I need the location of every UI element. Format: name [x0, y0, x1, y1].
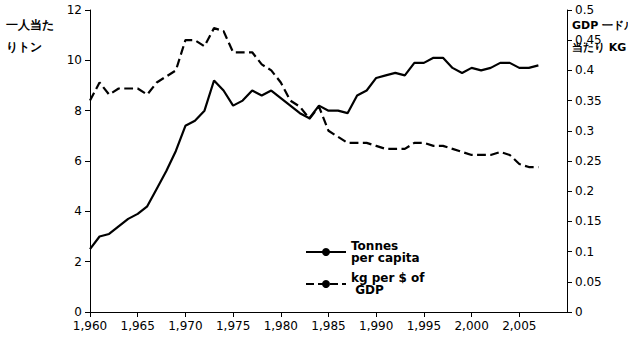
svg-text:2,000: 2,000 [454, 319, 488, 333]
svg-text:0.05: 0.05 [575, 275, 602, 289]
svg-text:0.3: 0.3 [575, 124, 594, 138]
svg-text:8: 8 [74, 104, 82, 118]
svg-text:0.25: 0.25 [575, 154, 602, 168]
svg-text:1,975: 1,975 [216, 319, 250, 333]
svg-text:kg per $ of: kg per $ of [351, 271, 425, 285]
svg-text:GDP 一ドル: GDP 一ドル [572, 19, 628, 32]
svg-text:per capita: per capita [351, 251, 420, 265]
svg-text:12: 12 [67, 3, 82, 17]
svg-text:りトン: りトン [6, 40, 42, 54]
svg-text:GDP: GDP [351, 283, 384, 297]
svg-text:0.15: 0.15 [575, 214, 602, 228]
svg-text:0.2: 0.2 [575, 184, 594, 198]
svg-text:0: 0 [74, 305, 82, 319]
svg-text:0.45: 0.45 [575, 33, 602, 47]
svg-text:Tonnes: Tonnes [351, 239, 403, 253]
svg-text:一人当た: 一人当た [6, 18, 54, 32]
svg-text:2: 2 [74, 255, 82, 269]
svg-text:1,995: 1,995 [407, 319, 441, 333]
svg-text:1,980: 1,980 [264, 319, 298, 333]
svg-text:0.4: 0.4 [575, 63, 594, 77]
svg-text:0.1: 0.1 [575, 245, 594, 259]
svg-text:1,985: 1,985 [311, 319, 345, 333]
svg-text:10: 10 [67, 53, 82, 67]
svg-text:2,005: 2,005 [502, 319, 536, 333]
svg-text:1,970: 1,970 [168, 319, 202, 333]
svg-text:0: 0 [575, 305, 583, 319]
svg-text:0.35: 0.35 [575, 94, 602, 108]
svg-text:0.5: 0.5 [575, 3, 594, 17]
svg-text:6: 6 [74, 154, 82, 168]
svg-text:1,990: 1,990 [359, 319, 393, 333]
svg-text:1,960: 1,960 [73, 319, 107, 333]
svg-text:1,965: 1,965 [121, 319, 155, 333]
svg-text:4: 4 [74, 204, 82, 218]
